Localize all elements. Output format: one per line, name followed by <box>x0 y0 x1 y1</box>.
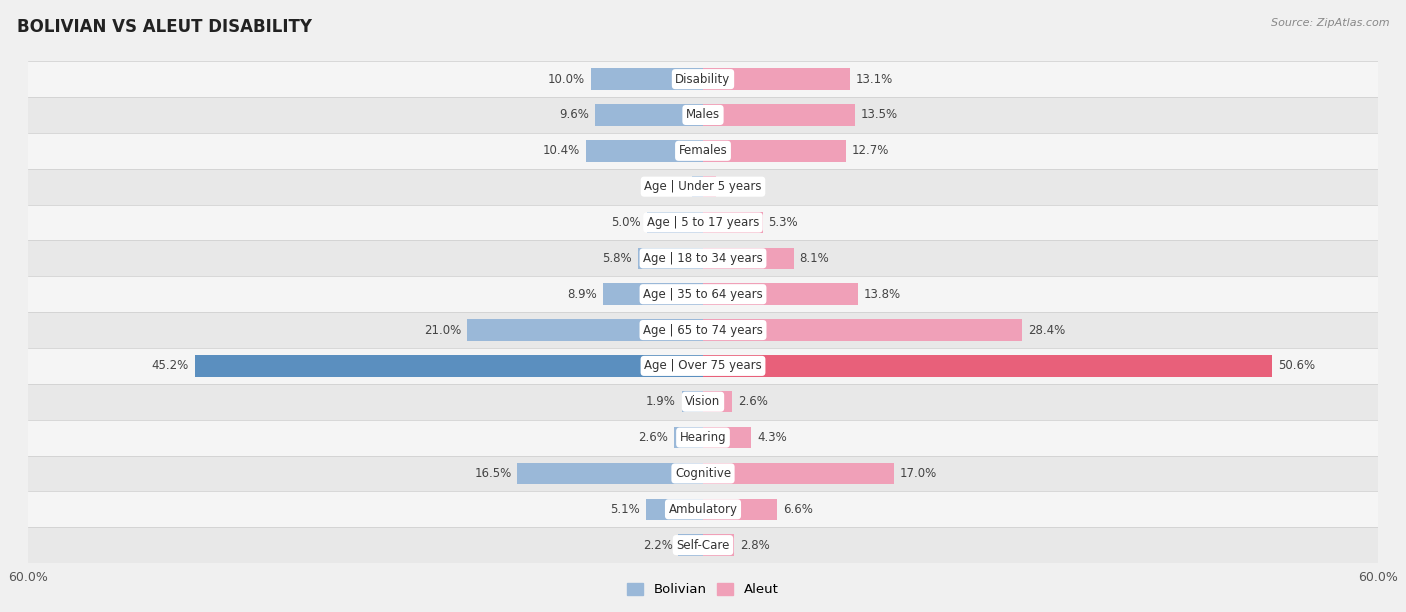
Bar <box>28 169 1378 204</box>
Bar <box>645 499 703 520</box>
Bar <box>28 97 1378 133</box>
Text: 8.9%: 8.9% <box>568 288 598 300</box>
Bar <box>194 355 703 376</box>
Bar <box>703 283 858 305</box>
Text: 17.0%: 17.0% <box>900 467 936 480</box>
Bar <box>517 463 703 484</box>
Bar <box>28 61 1378 97</box>
Text: 21.0%: 21.0% <box>425 324 461 337</box>
Text: Self-Care: Self-Care <box>676 539 730 551</box>
Bar <box>647 212 703 233</box>
Text: Age | 35 to 64 years: Age | 35 to 64 years <box>643 288 763 300</box>
Text: Vision: Vision <box>685 395 721 408</box>
Text: 28.4%: 28.4% <box>1028 324 1066 337</box>
Bar <box>28 348 1378 384</box>
Text: 2.8%: 2.8% <box>740 539 770 551</box>
Bar <box>703 104 855 125</box>
Bar <box>603 283 703 305</box>
Text: 12.7%: 12.7% <box>852 144 889 157</box>
Text: Age | 5 to 17 years: Age | 5 to 17 years <box>647 216 759 229</box>
Bar <box>591 69 703 90</box>
Bar <box>703 319 1022 341</box>
Bar <box>28 312 1378 348</box>
Text: 9.6%: 9.6% <box>560 108 589 121</box>
Text: Females: Females <box>679 144 727 157</box>
Text: 2.6%: 2.6% <box>738 395 768 408</box>
Text: Age | Over 75 years: Age | Over 75 years <box>644 359 762 372</box>
Bar <box>703 499 778 520</box>
Text: Hearing: Hearing <box>679 431 727 444</box>
Text: 2.2%: 2.2% <box>643 539 672 551</box>
Bar <box>28 133 1378 169</box>
Text: 50.6%: 50.6% <box>1278 359 1315 372</box>
Text: 1.0%: 1.0% <box>657 180 686 193</box>
Text: 4.3%: 4.3% <box>756 431 787 444</box>
Bar <box>28 455 1378 491</box>
Bar <box>28 384 1378 420</box>
Bar <box>703 427 751 449</box>
Bar <box>703 463 894 484</box>
Text: 8.1%: 8.1% <box>800 252 830 265</box>
Text: 2.6%: 2.6% <box>638 431 668 444</box>
Bar <box>703 248 794 269</box>
Text: Males: Males <box>686 108 720 121</box>
Bar <box>673 427 703 449</box>
Bar <box>28 204 1378 241</box>
Bar <box>703 69 851 90</box>
Bar <box>703 212 762 233</box>
Bar <box>28 491 1378 527</box>
Legend: Bolivian, Aleut: Bolivian, Aleut <box>621 578 785 602</box>
Text: 6.6%: 6.6% <box>783 503 813 516</box>
Bar <box>703 355 1272 376</box>
Bar <box>678 534 703 556</box>
Text: 5.1%: 5.1% <box>610 503 640 516</box>
Text: 1.2%: 1.2% <box>723 180 752 193</box>
Text: Ambulatory: Ambulatory <box>668 503 738 516</box>
Bar <box>595 104 703 125</box>
Text: 13.8%: 13.8% <box>863 288 901 300</box>
Bar <box>28 276 1378 312</box>
Text: 1.9%: 1.9% <box>647 395 676 408</box>
Bar <box>28 527 1378 563</box>
Bar <box>692 176 703 198</box>
Bar <box>703 176 717 198</box>
Bar <box>703 140 846 162</box>
Text: 45.2%: 45.2% <box>152 359 188 372</box>
Text: 16.5%: 16.5% <box>475 467 512 480</box>
Text: Age | Under 5 years: Age | Under 5 years <box>644 180 762 193</box>
Bar <box>638 248 703 269</box>
Text: Source: ZipAtlas.com: Source: ZipAtlas.com <box>1271 18 1389 28</box>
Text: 13.5%: 13.5% <box>860 108 897 121</box>
Bar <box>28 420 1378 455</box>
Bar <box>703 534 734 556</box>
Text: 5.8%: 5.8% <box>603 252 633 265</box>
Text: 10.4%: 10.4% <box>543 144 581 157</box>
Text: 5.3%: 5.3% <box>768 216 797 229</box>
Bar <box>586 140 703 162</box>
Text: 5.0%: 5.0% <box>612 216 641 229</box>
Bar <box>28 241 1378 276</box>
Text: Cognitive: Cognitive <box>675 467 731 480</box>
Bar <box>467 319 703 341</box>
Bar <box>703 391 733 412</box>
Text: BOLIVIAN VS ALEUT DISABILITY: BOLIVIAN VS ALEUT DISABILITY <box>17 18 312 36</box>
Text: Age | 65 to 74 years: Age | 65 to 74 years <box>643 324 763 337</box>
Text: Age | 18 to 34 years: Age | 18 to 34 years <box>643 252 763 265</box>
Text: 13.1%: 13.1% <box>856 73 893 86</box>
Bar <box>682 391 703 412</box>
Text: 10.0%: 10.0% <box>548 73 585 86</box>
Text: Disability: Disability <box>675 73 731 86</box>
